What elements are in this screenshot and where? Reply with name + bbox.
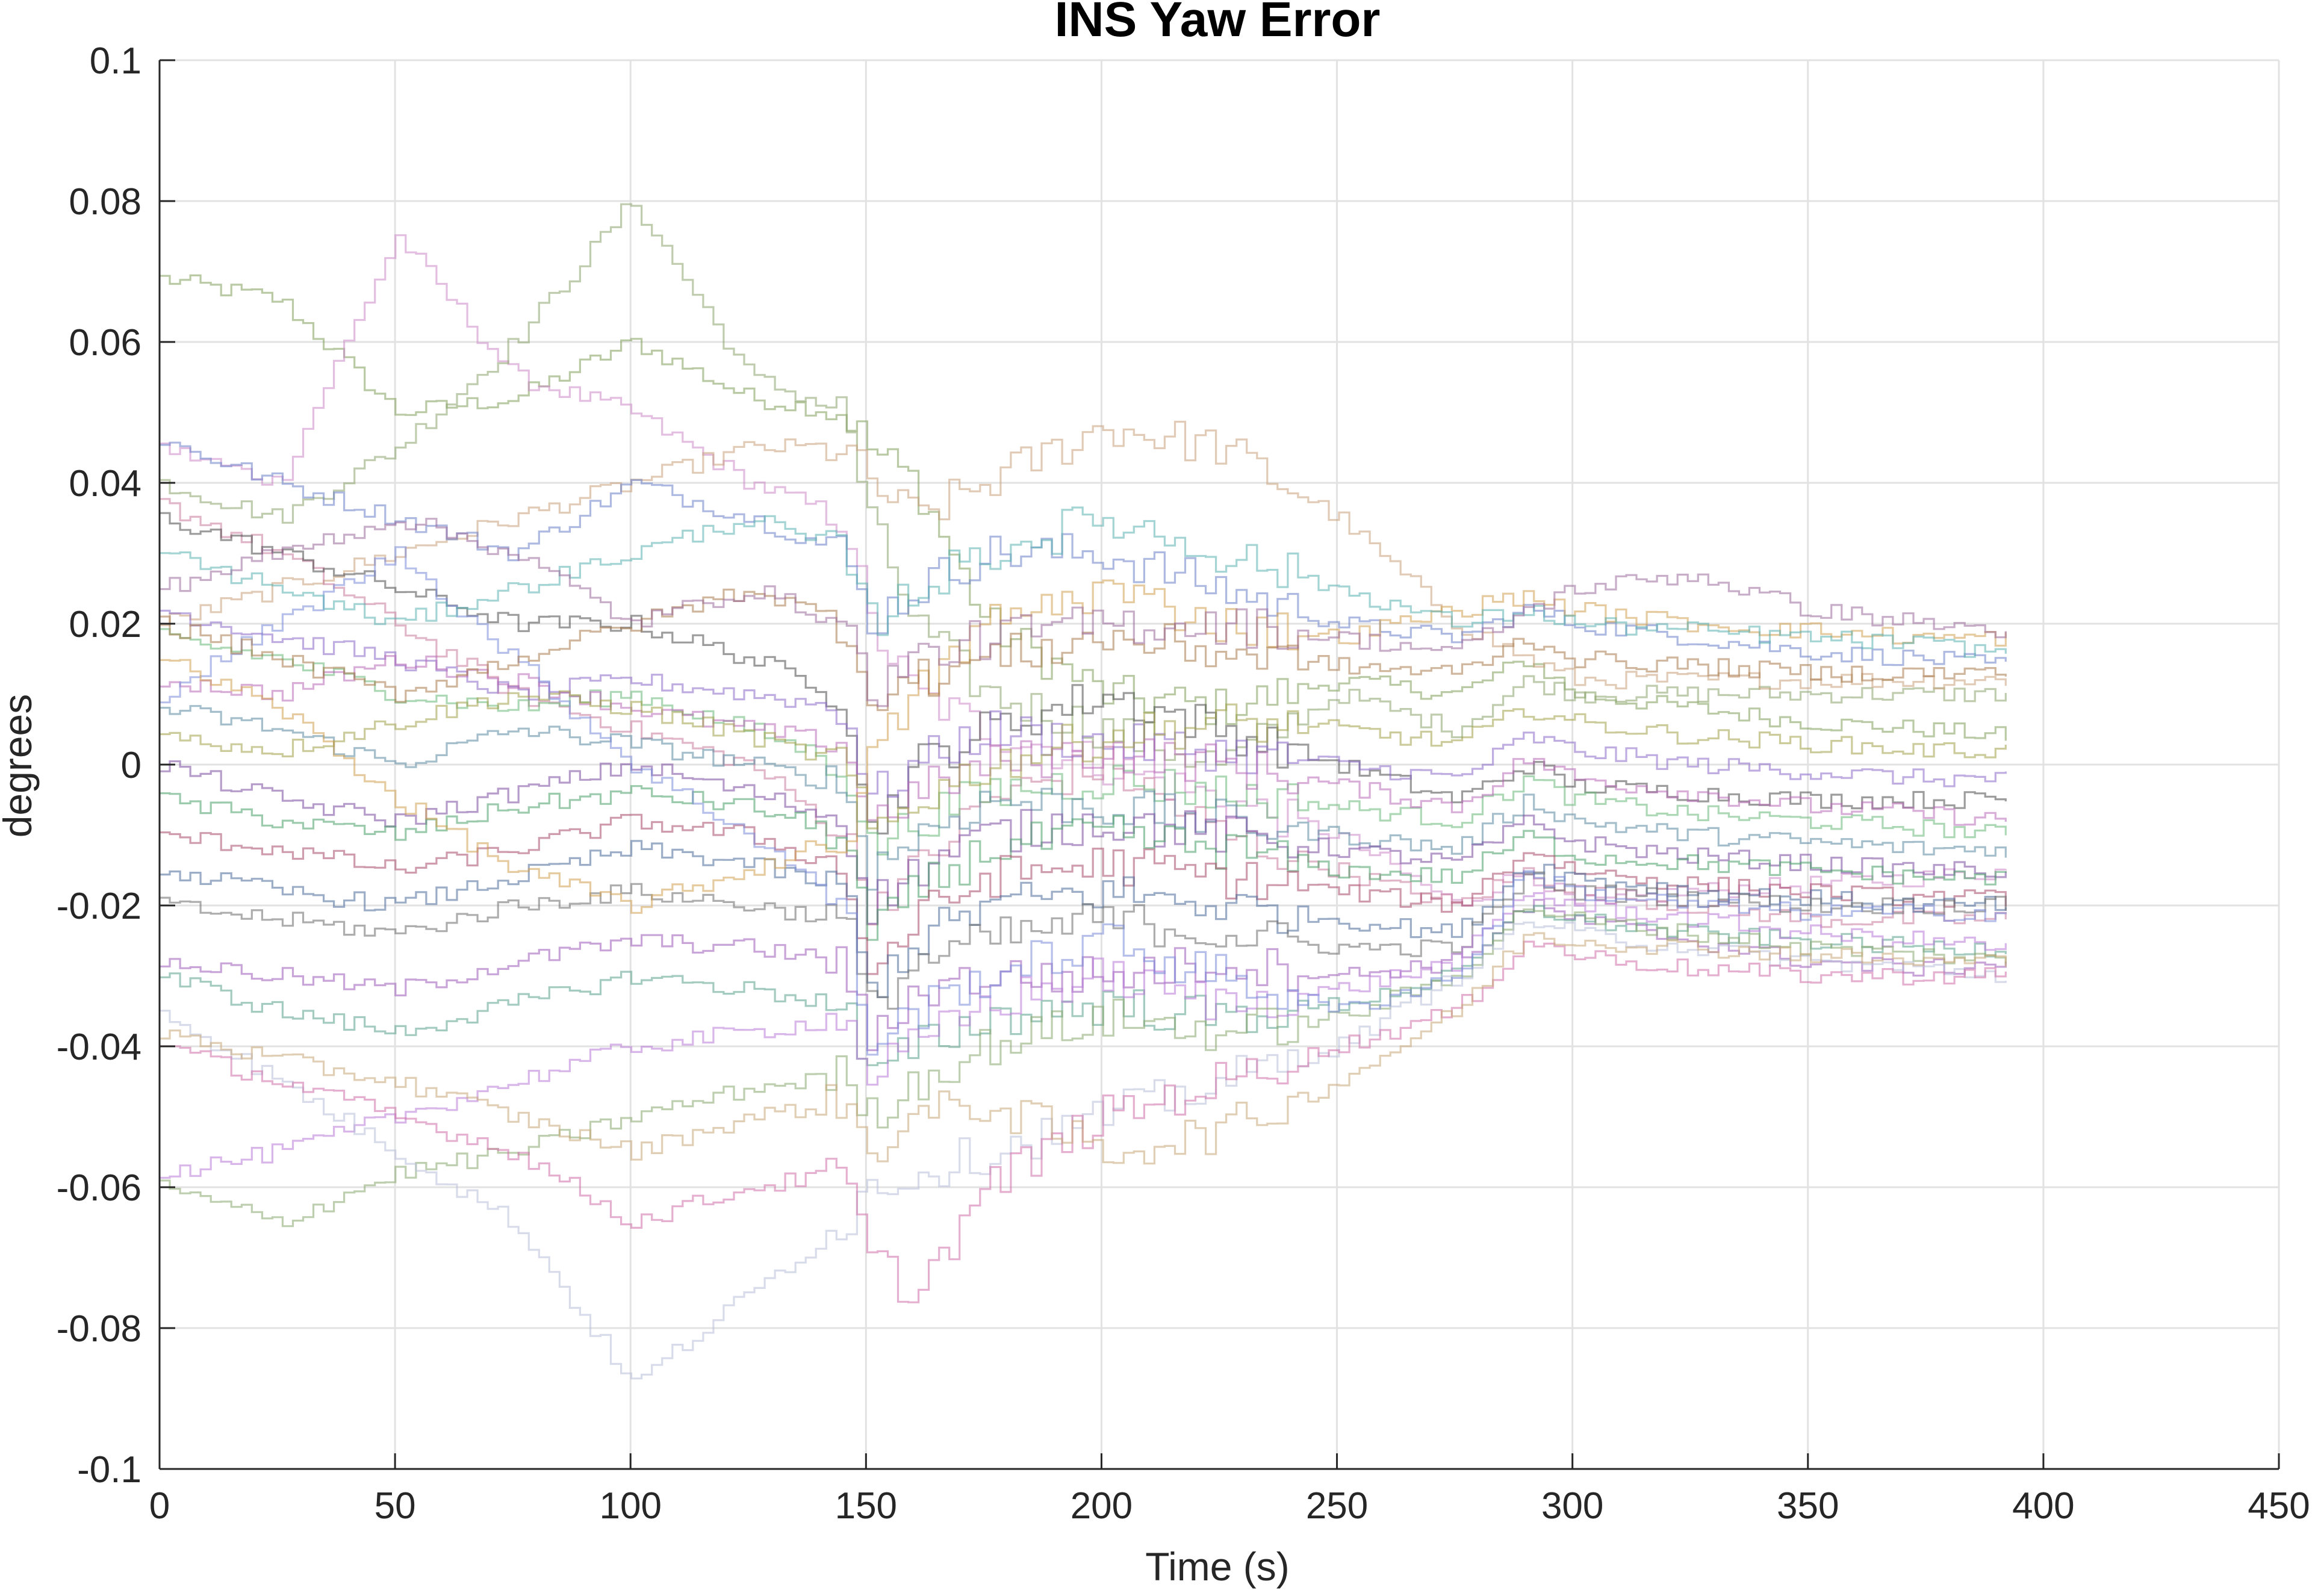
series-line [160,760,2007,925]
series-line [160,908,2007,1228]
x-tick-label: 400 [2012,1485,2074,1527]
series-line [160,813,2007,975]
y-tick-label: 0.02 [69,604,141,645]
x-tick-label: 300 [1541,1485,1603,1527]
x-axis-label: Time (s) [1145,1544,1290,1589]
y-tick-label: -0.1 [77,1449,141,1491]
series-line [160,609,2007,798]
x-tick-label: 0 [149,1485,170,1527]
x-tick-label: 250 [1306,1485,1368,1527]
series-line [160,506,2007,658]
series-line [160,705,2007,891]
chart-title: INS Yaw Error [1055,0,1381,47]
y-tick-label: 0.1 [90,40,141,82]
series-line [160,932,2007,1165]
series-line [160,518,2007,707]
series-line [160,628,2007,855]
y-tick-label: -0.04 [57,1026,141,1068]
series-line [160,274,2007,741]
x-tick-label: 450 [2248,1485,2310,1527]
x-tick-label: 200 [1071,1485,1133,1527]
y-tick-label: 0.08 [69,181,141,223]
axes [158,59,2280,1470]
series-line [160,940,2007,1303]
y-tick-label: -0.02 [57,886,141,927]
y-tick-label: 0 [121,745,141,786]
x-tick-label: 50 [374,1485,416,1527]
x-tick-label: 350 [1777,1485,1839,1527]
y-tick-label: -0.06 [57,1167,141,1209]
series-line [160,546,2007,1056]
y-tick-labels: -0.1 -0.08 -0.06 -0.04 -0.02 0 0.02 0.04 0.06 0.0… [57,40,141,1491]
series-line [160,892,2007,1179]
series-line [160,690,2007,830]
y-axis-label: degrees [0,694,40,838]
x-tick-label: 150 [835,1485,897,1527]
series-line [160,498,2007,928]
series-line [160,512,2007,835]
x-tick-labels: 0 50 100 150 200 250 300 350 400 450 [149,1485,2310,1527]
x-tick-label: 100 [599,1485,661,1527]
series-line [160,785,2007,941]
y-tick-label: -0.08 [57,1308,141,1350]
series-group [160,203,2007,1380]
series-line [160,921,2007,1380]
y-tick-label: 0.06 [69,322,141,364]
y-tick-label: 0.04 [69,463,141,505]
